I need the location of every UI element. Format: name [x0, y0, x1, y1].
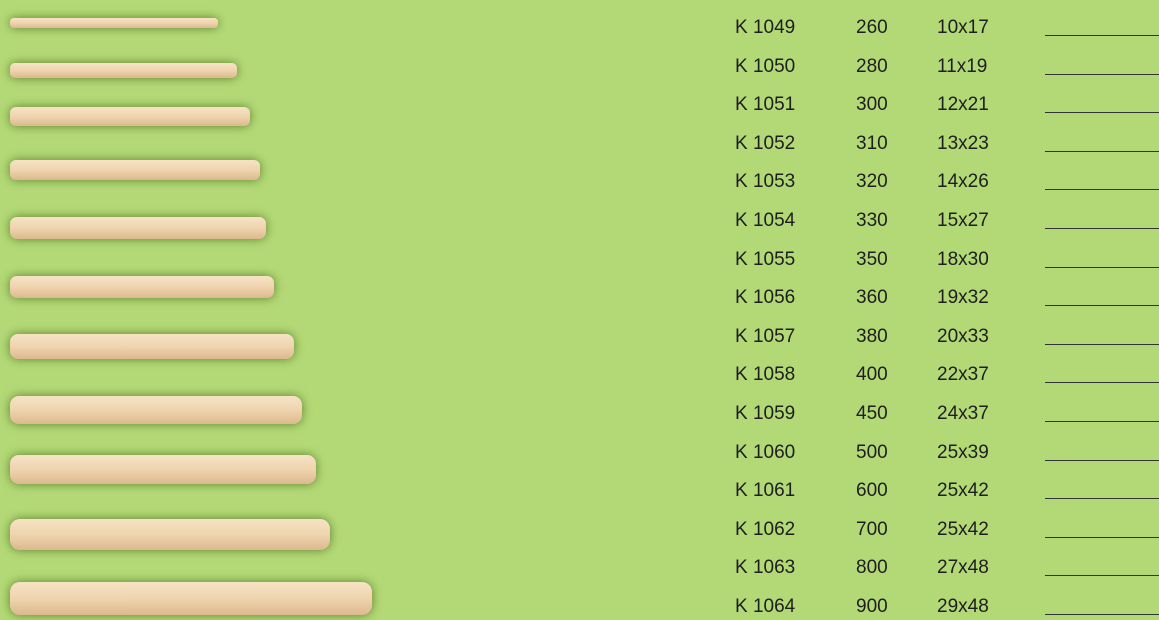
diameter: 13x23	[937, 133, 989, 155]
handle	[10, 18, 218, 28]
fill-in-line	[1045, 382, 1159, 383]
length: 320	[856, 171, 888, 193]
fill-in-line	[1045, 614, 1159, 615]
handle	[10, 276, 274, 298]
fill-in-line	[1045, 112, 1159, 113]
handle	[10, 160, 260, 180]
diameter: 25x39	[937, 442, 989, 464]
length: 700	[856, 519, 888, 541]
length: 600	[856, 480, 888, 502]
fill-in-line	[1045, 74, 1159, 75]
length: 260	[856, 17, 888, 39]
handle	[10, 217, 266, 239]
length: 280	[856, 56, 888, 78]
length: 360	[856, 287, 888, 309]
handle	[10, 519, 330, 550]
length: 900	[856, 596, 888, 618]
length: 350	[856, 249, 888, 271]
product-code: K 1050	[735, 56, 795, 78]
handle	[10, 455, 316, 484]
product-code: K 1060	[735, 442, 795, 464]
fill-in-line	[1045, 189, 1159, 190]
fill-in-line	[1045, 537, 1159, 538]
handle	[10, 334, 294, 359]
product-code: K 1049	[735, 17, 795, 39]
handle	[10, 63, 237, 78]
length: 330	[856, 210, 888, 232]
fill-in-line	[1045, 421, 1159, 422]
diameter: 24x37	[937, 403, 989, 425]
diameter: 22x37	[937, 364, 989, 386]
product-code: K 1054	[735, 210, 795, 232]
fill-in-line	[1045, 305, 1159, 306]
length: 310	[856, 133, 888, 155]
diameter: 18x30	[937, 249, 989, 271]
fill-in-line	[1045, 575, 1159, 576]
product-code: K 1051	[735, 94, 795, 116]
product-code: K 1052	[735, 133, 795, 155]
fill-in-line	[1045, 344, 1159, 345]
length: 500	[856, 442, 888, 464]
fill-in-line	[1045, 267, 1159, 268]
diameter: 20x33	[937, 326, 989, 348]
length: 450	[856, 403, 888, 425]
fill-in-line	[1045, 151, 1159, 152]
length: 380	[856, 326, 888, 348]
handle-illustrations	[0, 0, 420, 620]
length: 400	[856, 364, 888, 386]
diameter: 25x42	[937, 480, 989, 502]
diameter: 25x42	[937, 519, 989, 541]
diameter: 27x48	[937, 557, 989, 579]
diameter: 14x26	[937, 171, 989, 193]
product-code: K 1062	[735, 519, 795, 541]
product-code: K 1053	[735, 171, 795, 193]
product-code: K 1063	[735, 557, 795, 579]
product-code: K 1058	[735, 364, 795, 386]
fill-in-line	[1045, 498, 1159, 499]
diameter: 11x19	[937, 56, 987, 78]
product-code: K 1057	[735, 326, 795, 348]
handle	[10, 396, 302, 424]
diameter: 19x32	[937, 287, 989, 309]
fill-in-line	[1045, 228, 1159, 229]
product-code: K 1056	[735, 287, 795, 309]
product-code: K 1061	[735, 480, 795, 502]
diameter: 12x21	[937, 94, 989, 116]
length: 300	[856, 94, 888, 116]
page: K 1049 260 10x17 K 1050 280 11x19 K 1051 300 12x…	[0, 0, 1159, 620]
fill-in-line	[1045, 35, 1159, 36]
product-code: K 1055	[735, 249, 795, 271]
product-code: K 1059	[735, 403, 795, 425]
length: 800	[856, 557, 888, 579]
fill-in-line	[1045, 460, 1159, 461]
handle	[10, 582, 372, 615]
diameter: 10x17	[937, 17, 989, 39]
product-code: K 1064	[735, 596, 795, 618]
diameter: 29x48	[937, 596, 989, 618]
handle	[10, 107, 250, 126]
diameter: 15x27	[937, 210, 989, 232]
